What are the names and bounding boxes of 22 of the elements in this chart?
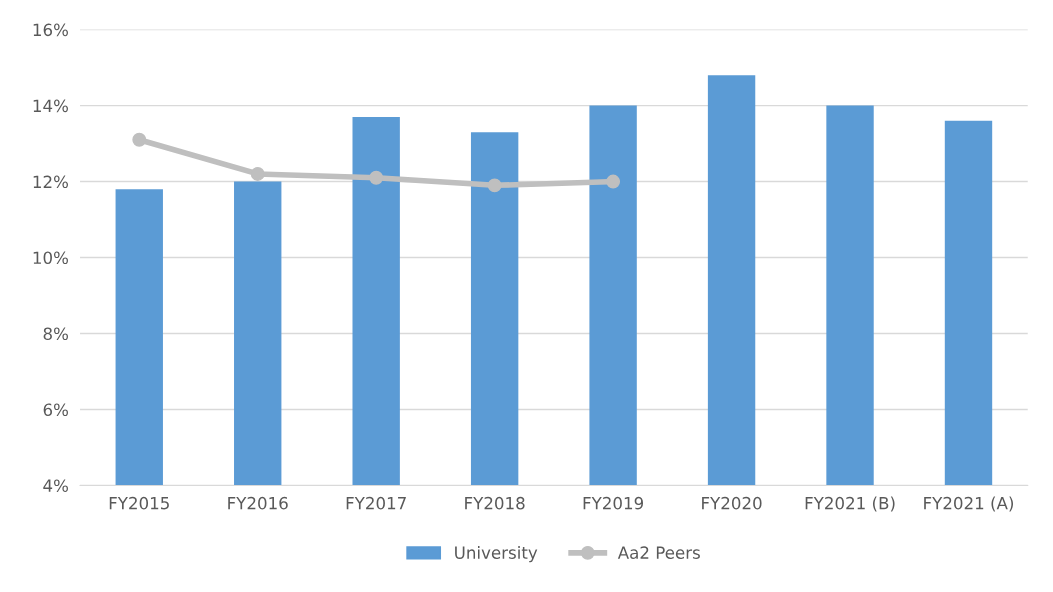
x-tick-label: FY2018 [465, 496, 525, 510]
legend-label: University [455, 546, 538, 563]
x-tick-label: FY2021 (A) [924, 496, 1014, 512]
point [487, 178, 502, 193]
point [369, 170, 384, 185]
point [132, 132, 147, 147]
point [250, 167, 265, 181]
y-tick-label: 14% [33, 99, 68, 113]
y-tick-label: 16% [33, 23, 68, 37]
point [606, 174, 621, 189]
y-tick-label: 10% [33, 251, 68, 265]
x-tick-label: FY2020 [702, 496, 762, 510]
y-tick-label: 4% [43, 479, 68, 493]
x-tick-label: FY2015 [109, 496, 169, 510]
y-tick-label: 8% [43, 327, 68, 341]
x-tick-label: FY2021 (B) [805, 496, 895, 512]
x-tick-label: FY2019 [583, 496, 644, 510]
x-tick-label: FY2017 [346, 496, 406, 510]
x-tick-label: FY2016 [228, 496, 288, 510]
y-tick-label: 12% [33, 175, 68, 189]
y-tick-label: 6% [43, 403, 68, 417]
legend-label: Aa2 Peers [617, 546, 700, 559]
